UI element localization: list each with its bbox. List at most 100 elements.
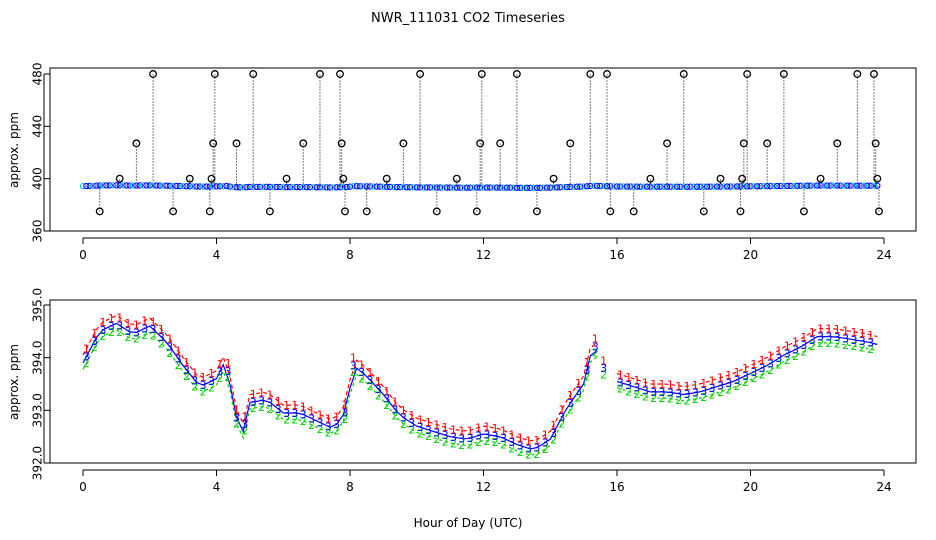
bottom-x-axis: 0 4 8 12 16 20 24	[79, 469, 892, 494]
baseline-point	[847, 182, 854, 189]
series-3-mark: 3	[625, 379, 632, 392]
outlier-point	[816, 174, 825, 183]
series-2-mark: 2	[266, 403, 273, 416]
outlier-point	[316, 70, 324, 78]
baseline-point	[637, 183, 644, 190]
bottom-x-tick-label: 8	[346, 480, 354, 494]
outlier-point	[472, 207, 481, 216]
baseline-point	[677, 183, 684, 190]
top-x-tick-label: 16	[609, 248, 624, 262]
series-1-mark: 1	[492, 422, 499, 435]
baseline-point	[593, 182, 601, 190]
series-3-mark: 3	[867, 337, 874, 350]
series-2-mark: 2	[659, 392, 666, 405]
top-baseline-points	[79, 182, 881, 191]
series-2-mark: 2	[333, 424, 340, 437]
baseline-point	[433, 184, 440, 191]
series-2-mark: 2	[767, 364, 774, 377]
baseline-point	[460, 184, 467, 191]
outlier-point	[663, 139, 672, 148]
series-2-mark: 2	[859, 341, 866, 354]
series-1-mark: 1	[859, 327, 866, 340]
series-1-mark: 1	[291, 399, 298, 412]
baseline-point	[797, 182, 804, 189]
top-y-tick-label: 480	[31, 63, 45, 86]
baseline-point	[747, 183, 754, 190]
baseline-point	[119, 182, 127, 189]
baseline-point	[443, 184, 450, 191]
series-3-mark: 3	[266, 396, 273, 409]
bottom-y-tick-label: 392.0	[31, 446, 45, 480]
baseline-point	[79, 182, 87, 190]
series-1-mark: 1	[83, 343, 90, 356]
baseline-point	[83, 182, 90, 190]
series-1-mark: 1	[125, 317, 132, 330]
series-2-mark: 2	[458, 439, 465, 452]
baseline-point	[366, 183, 374, 190]
series-3-mark: 3	[341, 407, 348, 420]
baseline-point	[296, 183, 304, 191]
series-1-mark: 1	[600, 354, 607, 367]
series-3-mark: 3	[667, 386, 674, 399]
baseline-point	[149, 182, 157, 189]
baseline-point	[126, 182, 133, 189]
series-1-mark: 1	[442, 421, 449, 434]
series-3-mark: 3	[483, 429, 490, 442]
top-panel: 0 4 8 12 16 20 24 360 400 440 480 approx. ppm	[7, 63, 917, 262]
series-3-mark: 3	[291, 407, 298, 420]
outlier-point	[339, 174, 348, 183]
series-2-mark: 2	[709, 389, 716, 402]
series-2-mark: 2	[116, 326, 123, 339]
baseline-point	[480, 184, 487, 191]
series-1-mark: 1	[166, 333, 173, 346]
series-1-mark: 1	[709, 374, 716, 387]
series-2-mark: 2	[308, 419, 315, 432]
series-2-mark: 2	[150, 330, 157, 343]
baseline-point	[477, 184, 484, 191]
outlier-point	[265, 207, 274, 216]
baseline-point	[780, 182, 788, 190]
series-2-mark: 2	[158, 337, 165, 350]
baseline-point	[330, 184, 337, 191]
baseline-point	[874, 182, 881, 189]
series-3-mark: 3	[258, 395, 265, 408]
baseline-point	[764, 183, 771, 190]
outlier-point	[646, 174, 655, 183]
series-1-mark: 1	[667, 379, 674, 392]
series-2-mark: 2	[825, 337, 832, 350]
baseline-point	[563, 183, 571, 191]
series-1-mark: 1	[784, 340, 791, 353]
baseline-point	[800, 182, 808, 189]
series-2-mark: 2	[383, 399, 390, 412]
series-1-mark: 1	[275, 395, 282, 408]
series-1-mark: 1	[550, 419, 557, 432]
series-2-mark: 2	[291, 413, 298, 426]
outlier-point	[699, 207, 708, 216]
baseline-point	[817, 182, 824, 189]
series-1-mark: 1	[141, 315, 148, 328]
series-1-mark: 1	[425, 416, 432, 429]
series-2-mark: 2	[842, 339, 849, 352]
baseline-point	[106, 182, 113, 189]
series-2-mark: 2	[183, 370, 190, 383]
top-y-tick-label: 360	[31, 220, 45, 243]
series-3-mark: 3	[775, 352, 782, 365]
series-1-mark: 1	[558, 403, 565, 416]
series-3-mark: 3	[767, 357, 774, 370]
baseline-point	[490, 184, 497, 191]
baseline-point	[253, 183, 260, 191]
top-x-tick-label: 0	[79, 248, 87, 262]
baseline-point	[306, 184, 314, 191]
series-3-mark: 3	[617, 376, 624, 389]
series-2-mark: 2	[233, 418, 240, 431]
baseline-point	[246, 183, 254, 191]
baseline-point	[583, 183, 591, 190]
baseline-point	[647, 183, 654, 190]
series-3-mark: 3	[225, 365, 232, 378]
series-2-mark: 2	[125, 331, 132, 344]
outlier-point	[512, 70, 521, 78]
series-3-mark: 3	[392, 403, 399, 416]
series-2-mark: 2	[250, 402, 257, 415]
baseline-point	[86, 182, 93, 189]
